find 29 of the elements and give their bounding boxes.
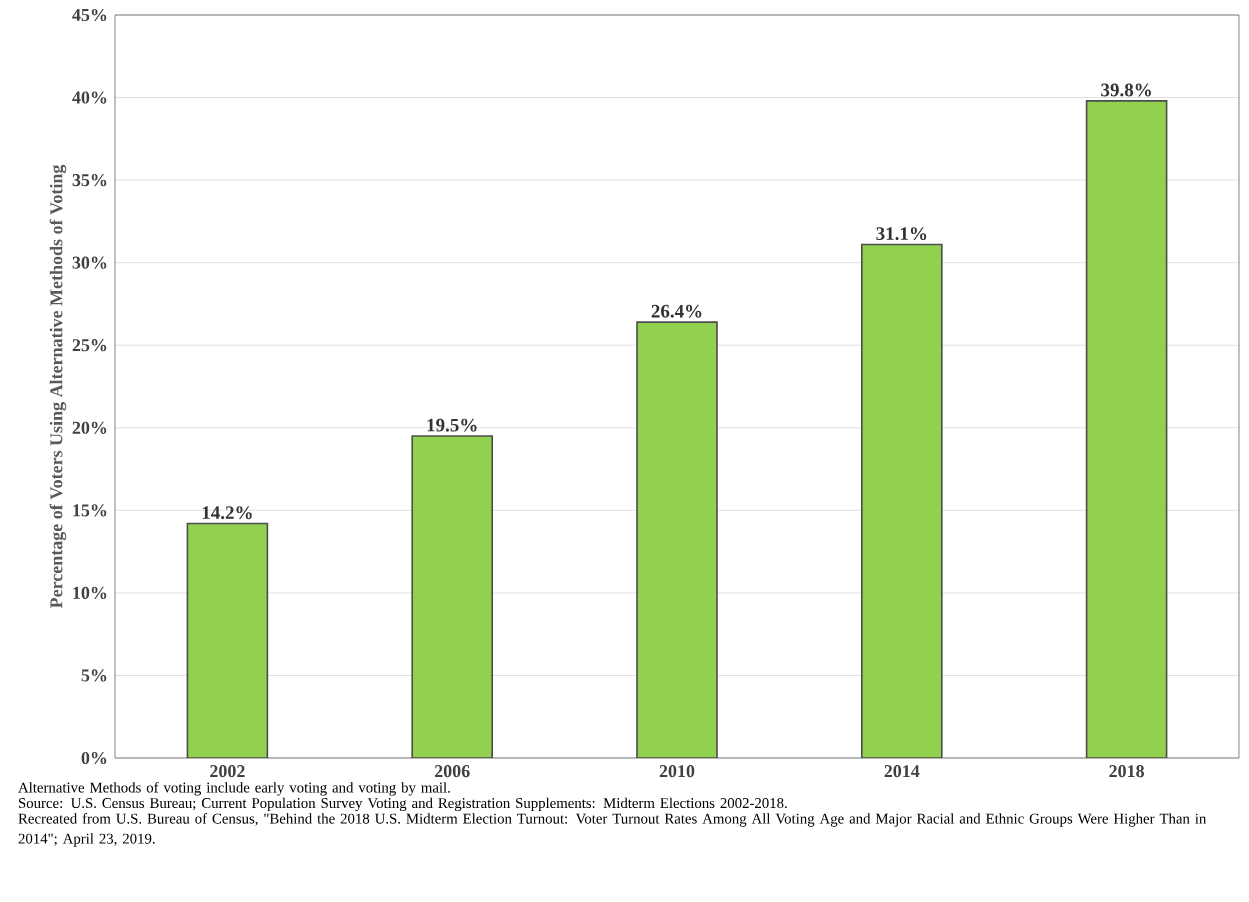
y-axis-title: Percentage of Voters Using Alternative Methods of Voting <box>49 164 67 609</box>
bar <box>186 522 269 758</box>
y-tick-label: 15% <box>73 504 107 517</box>
text: Recreated from U.S. Bureau of Census, "Behind the 2018 U.S. Midterm Election Turnout: Voter Turnout Rates Among All Voting Age and Major Racial and Ethnic Groups Were Higher Than in 2014"; April 23, 2019. <box>18 813 1207 847</box>
y-tick-label: 25% <box>72 339 107 352</box>
text: Alternative Methods of voting include early voting and voting by mail. <box>18 782 450 796</box>
bar <box>411 435 493 758</box>
x-tick-label: 2010 <box>659 765 695 778</box>
y-tick-label: 20% <box>72 421 107 434</box>
y-tick-label: 0% <box>81 751 107 765</box>
x-tick-label: 2018 <box>1109 765 1144 778</box>
x-tick-label: 2002 <box>210 765 245 778</box>
bar <box>636 321 718 758</box>
data-label: 31.1% <box>876 227 927 241</box>
y-tick-label: 40% <box>72 91 107 104</box>
y-tick-label: 30% <box>72 256 107 269</box>
y-tick-label: 10% <box>73 586 107 600</box>
bar <box>1085 100 1168 758</box>
y-tick-label: 35% <box>72 174 107 187</box>
data-label: 39.8% <box>1101 83 1151 97</box>
data-label: 14.2% <box>202 506 252 520</box>
data-label: 26.4% <box>651 304 702 318</box>
x-tick-label: 2006 <box>434 765 470 778</box>
data-label: 19.5% <box>427 418 477 432</box>
source-note: Source: U.S. Census Bureau; Current Population Survey Voting and Registration Supplements: Midterm Elections 2002-2018. <box>19 797 787 812</box>
y-tick-label: 45% <box>72 8 107 22</box>
y-tick-label: 5% <box>81 669 107 682</box>
x-tick-label: 2014 <box>884 765 920 778</box>
bar <box>861 243 943 758</box>
